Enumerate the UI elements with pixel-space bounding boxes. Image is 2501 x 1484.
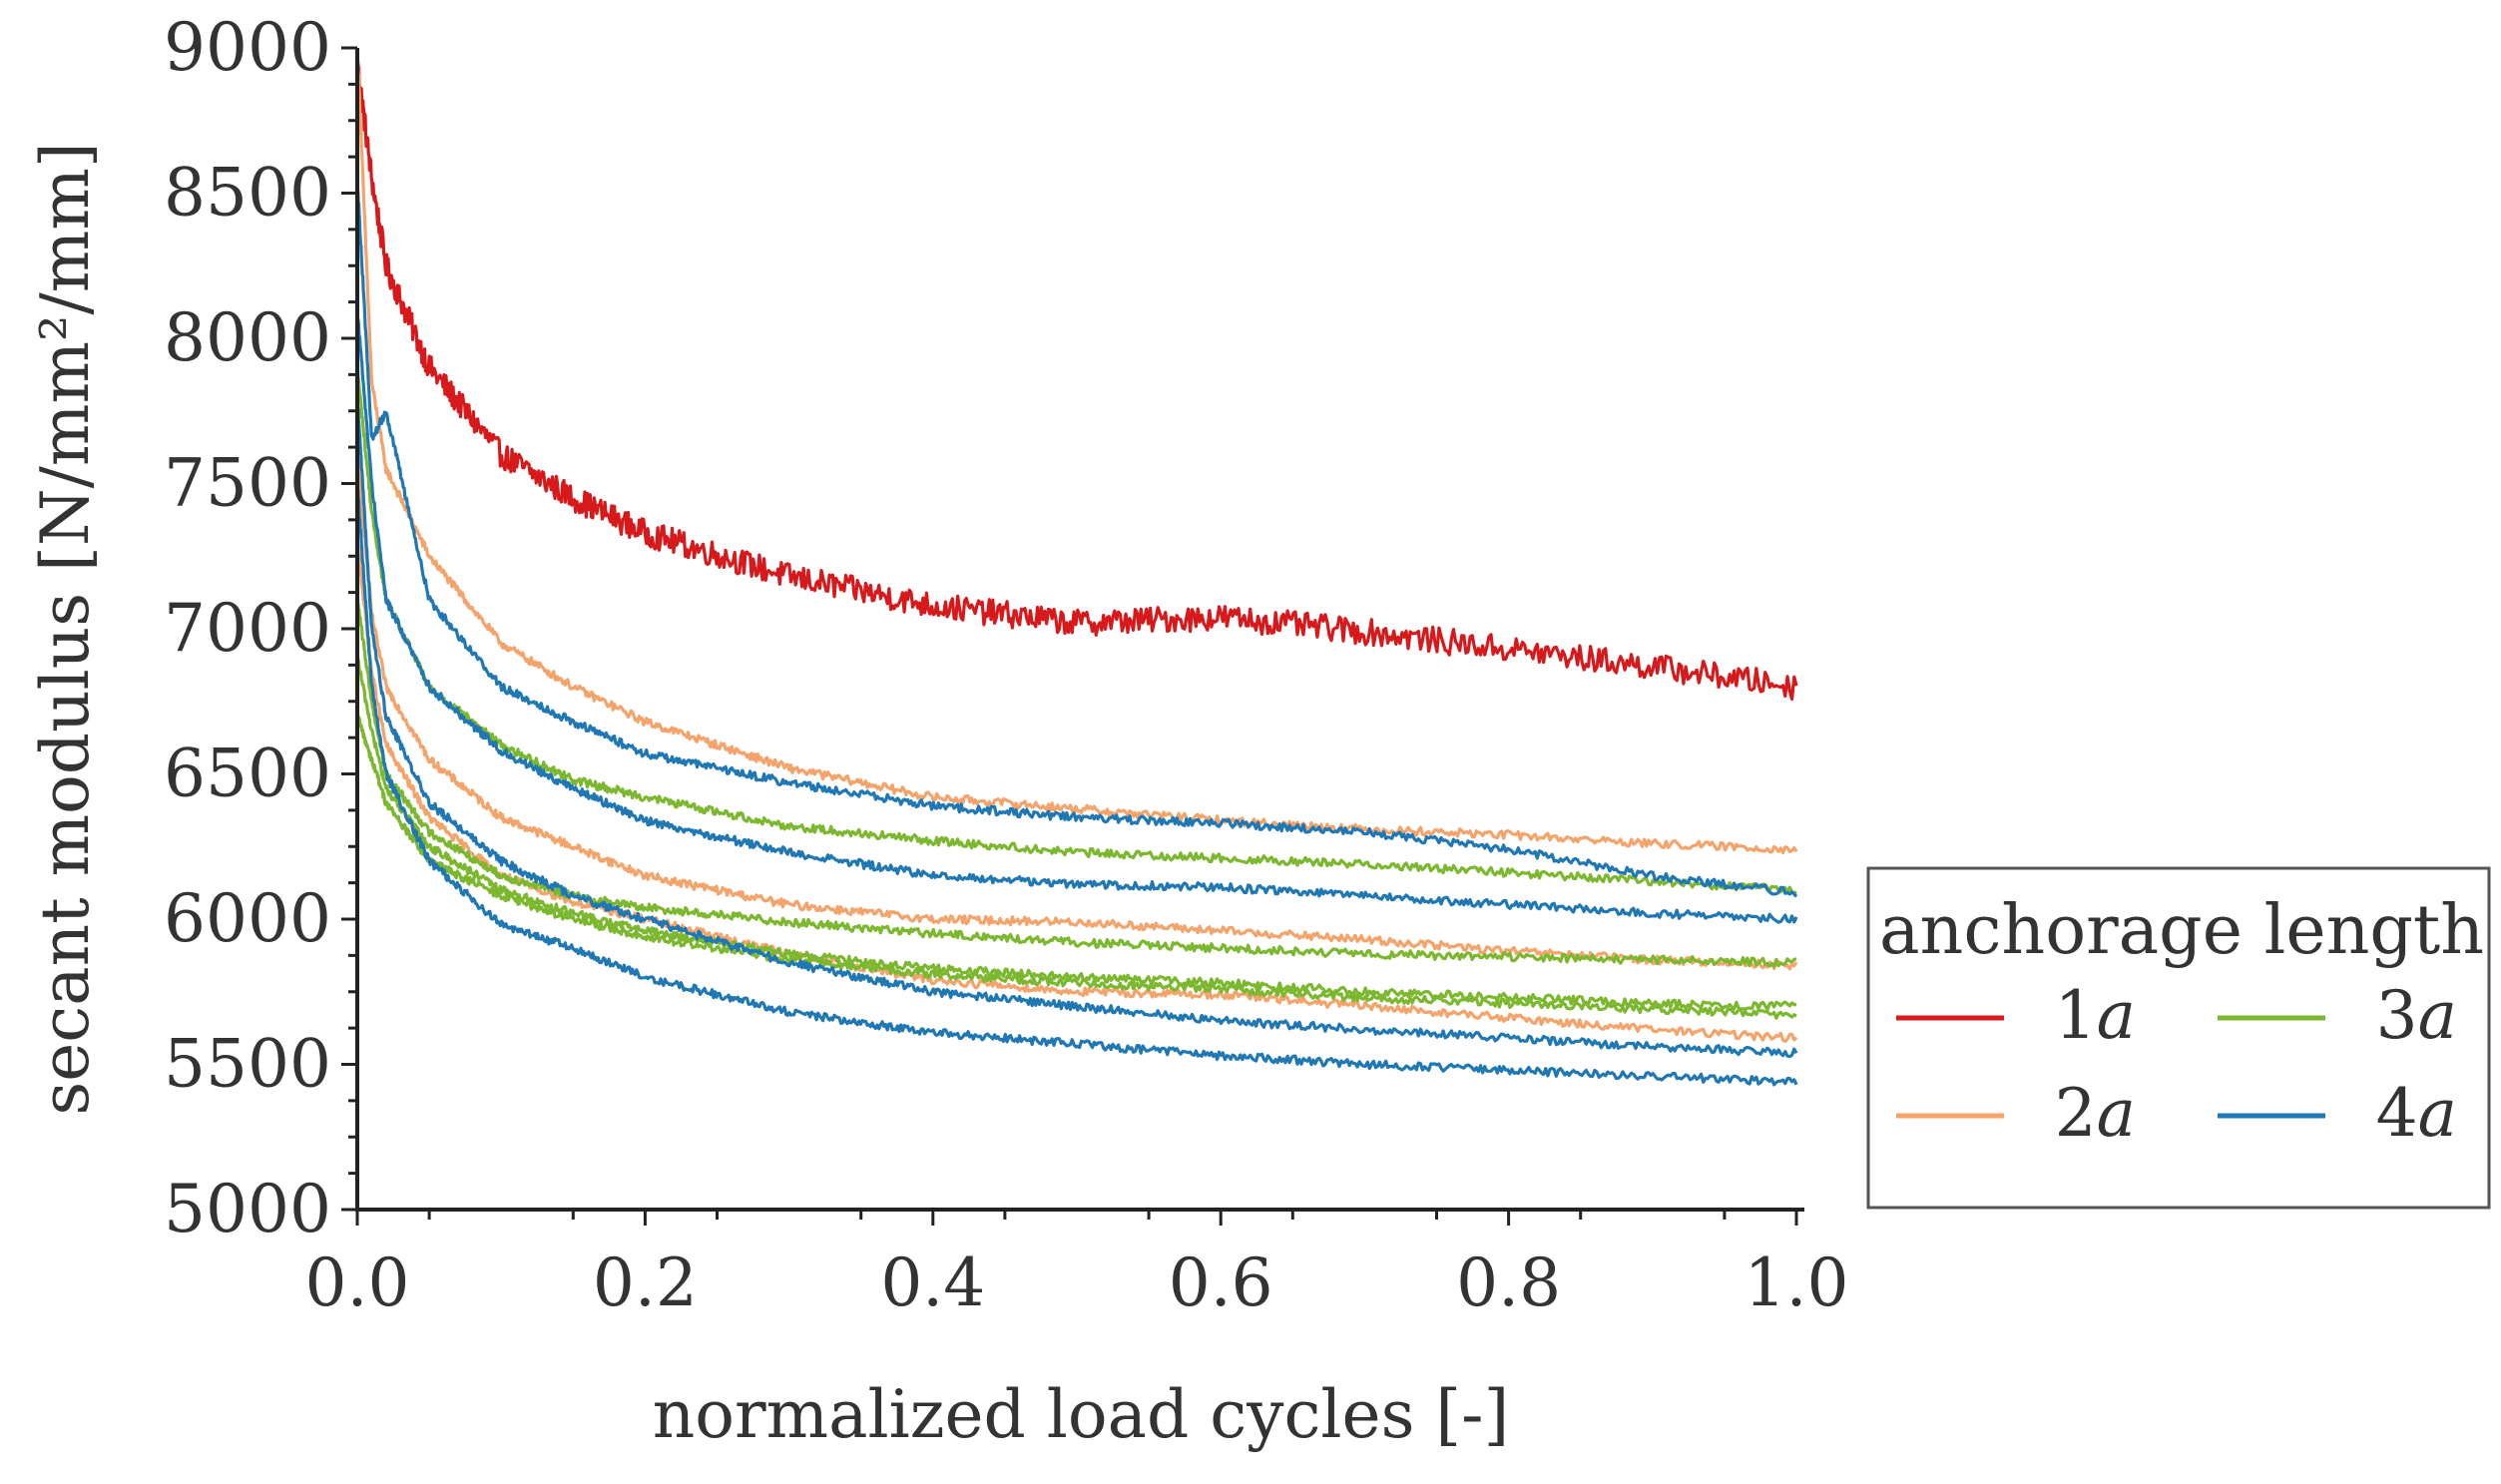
legend-label-2a: 2a: [2055, 1075, 2136, 1152]
legend: anchorage length 1a 3a 2a 4a: [1866, 866, 2491, 1210]
legend-label-1a: 1a: [2055, 977, 2136, 1054]
series-line-2a: [355, 454, 1798, 971]
x-tick-label: 0.8: [1456, 1244, 1561, 1321]
legend-entries: 1a 3a 2a 4a: [1896, 977, 2457, 1152]
series-line-3a: [355, 655, 1797, 1012]
y-tick-label: 6500: [164, 736, 331, 812]
y-tick-label: 6000: [164, 880, 331, 957]
y-tick-label: 8500: [164, 155, 331, 232]
series-line-4a: [355, 308, 1798, 924]
series-line-4a: [355, 483, 1798, 1087]
x-tick-label: 0.2: [593, 1244, 698, 1321]
legend-title: anchorage length: [1879, 891, 2484, 970]
y-axis-title: secant modulus [N/mm²/mm]: [27, 142, 104, 1115]
legend-label-3a: 3a: [2376, 977, 2457, 1054]
y-tick-label: 7000: [164, 590, 331, 667]
y-tick-label: 7500: [164, 445, 331, 522]
legend-box: [1866, 866, 2491, 1210]
x-tick-label: 0.0: [305, 1244, 410, 1321]
x-tick-label: 0.4: [880, 1244, 985, 1321]
series-line-4a: [355, 178, 1798, 898]
y-tick-label: 5000: [164, 1171, 331, 1247]
x-tick-label: 1.0: [1745, 1244, 1849, 1321]
series-line-4a: [355, 396, 1798, 1059]
legend-label-4a: 4a: [2376, 1075, 2457, 1152]
x-tick-label: 0.6: [1169, 1244, 1273, 1321]
series-line-1a: [355, 59, 1798, 702]
y-tick-label: 9000: [164, 9, 331, 86]
series-line-3a: [355, 598, 1797, 968]
series-line-3a: [355, 712, 1797, 1020]
axes-layer: [355, 48, 1804, 1212]
series-layer: [355, 47, 1798, 1087]
series-line-2a: [355, 47, 1798, 855]
x-axis-title: normalized load cycles [-]: [653, 1376, 1509, 1453]
y-tick-label: 5500: [164, 1026, 331, 1103]
series-line-3a: [355, 366, 1797, 895]
y-ticks: 5000 5500 6000 6500 7000 7500 8000 8500 9000: [164, 9, 357, 1247]
x-ticks: 0.0 0.2 0.4 0.6 0.8 1.0: [305, 1210, 1849, 1321]
y-tick-label: 8000: [164, 299, 331, 376]
